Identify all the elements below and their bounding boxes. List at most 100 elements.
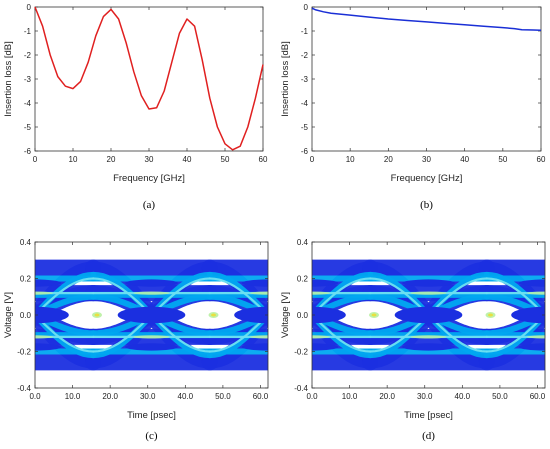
y-tick-label: -2 (24, 51, 32, 60)
eye-trace-band (208, 313, 268, 353)
x-tick-label: 40.0 (455, 392, 471, 401)
series-line (34, 6, 264, 151)
eye-hotspot (410, 291, 447, 295)
x-tick-label: 0.0 (29, 392, 41, 401)
eye-trace-band (35, 311, 97, 337)
eye-opening (402, 279, 455, 287)
panel-caption: (c) (145, 430, 158, 442)
eye-hotspot (250, 291, 268, 295)
y-tick-label: 0 (27, 3, 32, 12)
eye-opening (234, 306, 268, 324)
x-tick-label: 50.0 (492, 392, 508, 401)
panel-b: 0 10 20 30 40 50 60 0 -1 -2 -3 -4 -5 -6 Frequency [GHz… (280, 3, 546, 211)
y-tick-label: 0.4 (20, 238, 32, 247)
y-tick-label: 0.0 (20, 311, 32, 320)
eye-opening (312, 279, 339, 287)
eye-opening (241, 343, 268, 351)
x-tick-label: 30 (145, 155, 154, 164)
y-tick-label: 0 (304, 3, 309, 12)
y-tick-label: -0.4 (17, 384, 31, 393)
y-tick-label: -4 (24, 99, 32, 108)
y-axis-label: Insertion loss [dB] (3, 41, 14, 117)
x-tick-label: 60.0 (530, 392, 546, 401)
eye-hotspot (211, 313, 217, 317)
x-axis-label: Time [psec] (404, 410, 453, 421)
eye-opening (35, 306, 69, 324)
y-tick-label: -3 (24, 75, 32, 84)
x-tick-label: 20 (107, 155, 116, 164)
x-tick-label: 20 (384, 155, 393, 164)
eye-hotspot (371, 313, 377, 317)
x-tick-label: 10 (69, 155, 78, 164)
eye-hotspot (94, 313, 100, 317)
eye-trace-band (35, 277, 95, 317)
eye-hotspot (250, 335, 268, 339)
eye-trace-band (312, 311, 374, 337)
eye-trace-band (35, 293, 97, 319)
eye-trace-band (483, 293, 545, 319)
eye-opening (518, 343, 545, 351)
y-tick-label: 0.4 (297, 238, 309, 247)
y-tick-label: 0.2 (20, 275, 32, 284)
eye-trace-band (206, 311, 268, 337)
eye-trace-band (206, 293, 268, 319)
y-tick-label: -0.4 (294, 384, 308, 393)
eye-opening (125, 343, 178, 351)
x-tick-label: 50 (221, 155, 230, 164)
y-tick-label: -4 (301, 99, 309, 108)
plot-frame (34, 6, 264, 152)
x-tick-label: 10.0 (342, 392, 358, 401)
eye-opening (35, 343, 62, 351)
eye-hotspot (527, 335, 545, 339)
x-tick-label: 30.0 (417, 392, 433, 401)
x-tick-label: 20.0 (379, 392, 395, 401)
eye-hotspot (312, 291, 330, 295)
y-tick-label: -5 (301, 123, 309, 132)
eye-opening (402, 343, 455, 351)
y-tick-label: 0.0 (297, 311, 309, 320)
panel-c: 0.0 10.0 20.0 30.0 40.0 50.0 60.0 0.4 0.2 0.0 -0.2… (3, 238, 269, 442)
eye-trace-band (483, 311, 545, 337)
eye-hotspot (35, 291, 53, 295)
x-tick-label: 40 (460, 155, 469, 164)
eye-trace-band (485, 313, 545, 353)
eye-opening (394, 306, 463, 324)
eye-hotspot (527, 291, 545, 295)
y-tick-label: -1 (301, 27, 309, 36)
x-tick-label: 60 (259, 155, 268, 164)
y-axis-label: Voltage [V] (280, 292, 291, 338)
y-tick-label: -6 (301, 147, 309, 156)
x-tick-label: 40 (183, 155, 192, 164)
eye-opening (117, 306, 186, 324)
panel-caption: (d) (422, 430, 435, 442)
eye-trace-band (312, 277, 372, 317)
y-tick-label: -5 (24, 123, 32, 132)
eye-hotspot (133, 291, 170, 295)
eye-opening (125, 279, 178, 287)
x-tick-label: 30 (422, 155, 431, 164)
x-tick-label: 40.0 (178, 392, 194, 401)
eye-trace-band (485, 277, 545, 317)
panel-caption: (b) (420, 199, 433, 211)
eye-density (35, 259, 268, 371)
eye-opening (312, 343, 339, 351)
x-axis-label: Frequency [GHz] (113, 173, 185, 184)
x-tick-label: 0.0 (306, 392, 318, 401)
y-tick-label: 0.2 (297, 275, 309, 284)
eye-hotspot (133, 335, 170, 339)
eye-trace-band (312, 293, 374, 319)
eye-density (312, 259, 545, 371)
eye-hotspot (35, 335, 53, 339)
x-axis-label: Time [psec] (127, 410, 176, 421)
x-tick-label: 20.0 (102, 392, 118, 401)
eye-hotspot (312, 335, 330, 339)
panel-d: 0.0 10.0 20.0 30.0 40.0 50.0 60.0 0.4 0.2 0.0 -0.2… (280, 238, 546, 442)
eye-hotspot (410, 335, 447, 339)
x-tick-label: 60.0 (253, 392, 269, 401)
x-tick-label: 0 (33, 155, 38, 164)
y-axis-label: Voltage [V] (3, 292, 14, 338)
eye-hotspot (488, 313, 494, 317)
x-tick-label: 10 (346, 155, 355, 164)
x-tick-label: 60 (537, 155, 546, 164)
